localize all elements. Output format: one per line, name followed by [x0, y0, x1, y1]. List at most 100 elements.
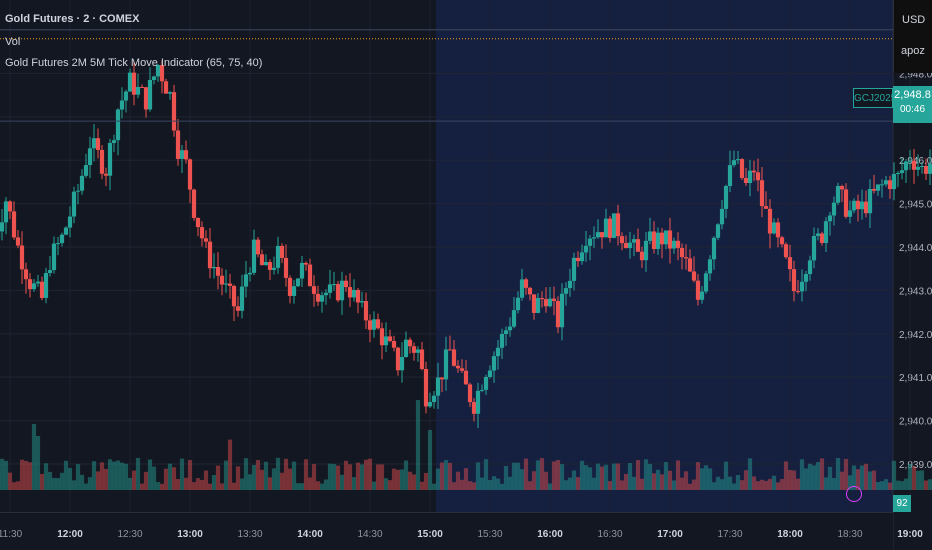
- candle-body: [695, 280, 701, 300]
- volume-legend[interactable]: Vol: [5, 36, 21, 48]
- candle-body: [715, 224, 721, 238]
- x-tick-label: 12:00: [57, 529, 83, 540]
- volume-bar: [31, 424, 37, 490]
- volume-bar: [319, 483, 325, 490]
- volume-bar: [867, 471, 873, 490]
- volume-bar: [579, 460, 585, 490]
- volume-bar: [919, 470, 925, 490]
- candle-body: [163, 81, 169, 94]
- volume-bar: [167, 463, 173, 490]
- candle-body: [459, 368, 465, 371]
- candle-body: [587, 238, 593, 246]
- volume-bar: [347, 464, 353, 490]
- volume-bar: [711, 482, 717, 490]
- volume-bar: [591, 477, 597, 490]
- volume-bar: [847, 475, 853, 490]
- x-tick-label: 14:30: [357, 529, 382, 540]
- volume-bar: [771, 475, 777, 490]
- candle-body: [659, 232, 665, 245]
- volume-bar: [507, 476, 513, 490]
- volume-bar: [223, 460, 229, 490]
- volume-bar: [415, 400, 421, 490]
- candle-body: [207, 241, 213, 269]
- volume-bar: [259, 469, 265, 490]
- candle-body: [351, 289, 357, 298]
- x-tick-label: 15:30: [477, 529, 502, 540]
- candle-body: [411, 346, 417, 353]
- volume-bar: [627, 463, 633, 490]
- volume-bar: [195, 478, 201, 490]
- candle-body: [223, 283, 229, 285]
- candle-body: [315, 293, 321, 302]
- volume-bar: [55, 478, 61, 490]
- volume-bar: [503, 466, 509, 490]
- candle-body: [299, 262, 305, 279]
- volume-bar: [351, 477, 357, 490]
- volume-bar: [431, 483, 437, 490]
- candle-body: [383, 336, 389, 346]
- y-tick-label: 2,944.0: [899, 243, 932, 254]
- volume-bar: [735, 475, 741, 490]
- candle-body: [883, 180, 889, 185]
- candle-body: [759, 180, 765, 207]
- volume-bar: [15, 481, 21, 490]
- candle-body: [807, 260, 813, 275]
- user-button[interactable]: apoz: [901, 45, 925, 57]
- volume-bar: [495, 478, 501, 490]
- candle-body: [431, 395, 437, 403]
- candle-body: [495, 347, 501, 357]
- y-tick-label: 2,942.0: [899, 330, 932, 341]
- candle-body: [7, 201, 13, 212]
- candle-body: [811, 235, 817, 261]
- volume-bar: [535, 460, 541, 490]
- volume-bar: [691, 479, 697, 490]
- candle-body: [743, 177, 749, 183]
- volume-bar: [219, 483, 225, 490]
- candle-body: [839, 186, 845, 190]
- candle-body: [247, 272, 253, 275]
- candle-body: [311, 286, 317, 294]
- volume-bar: [723, 461, 729, 490]
- candle-body: [555, 300, 561, 328]
- volume-bar: [87, 477, 93, 490]
- volume-bar: [343, 460, 349, 490]
- candle-body: [423, 368, 429, 407]
- candle-body: [639, 251, 645, 261]
- candle-body: [355, 289, 361, 303]
- candle-body: [803, 274, 809, 282]
- volume-bar: [19, 459, 25, 490]
- volume-bar: [799, 459, 805, 490]
- lightning-icon[interactable]: [846, 486, 862, 502]
- volume-bar: [287, 468, 293, 490]
- x-tick-label: 15:00: [417, 529, 443, 540]
- indicator-legend[interactable]: Gold Futures 2M 5M Tick Move Indicator (…: [5, 57, 263, 69]
- candle-body: [399, 356, 405, 371]
- volume-bar: [187, 460, 193, 490]
- volume-bar: [83, 483, 89, 490]
- candle-body: [675, 240, 681, 248]
- volume-bar: [199, 479, 205, 490]
- volume-bar: [603, 464, 609, 490]
- candle-body: [655, 232, 661, 249]
- candle-body: [615, 213, 621, 237]
- volume-bar: [663, 462, 669, 490]
- volume-bar: [743, 470, 749, 490]
- volume-bar: [7, 472, 13, 490]
- volume-bar: [687, 483, 693, 490]
- currency-button[interactable]: USD: [902, 14, 926, 26]
- candle-body: [875, 184, 881, 191]
- candle-body: [451, 349, 457, 366]
- candle-body: [219, 275, 225, 285]
- candle-body: [167, 92, 173, 94]
- volume-bar: [595, 463, 601, 490]
- candle-body: [611, 213, 617, 238]
- candle-body: [367, 320, 373, 330]
- volume-bar: [315, 481, 321, 490]
- volume-bar: [555, 459, 561, 490]
- volume-bar: [543, 471, 549, 490]
- candle-body: [855, 200, 861, 210]
- volume-bar: [383, 478, 389, 490]
- candle-body: [747, 170, 753, 183]
- symbol-title: Gold Futures · 2 · COMEX: [5, 13, 140, 25]
